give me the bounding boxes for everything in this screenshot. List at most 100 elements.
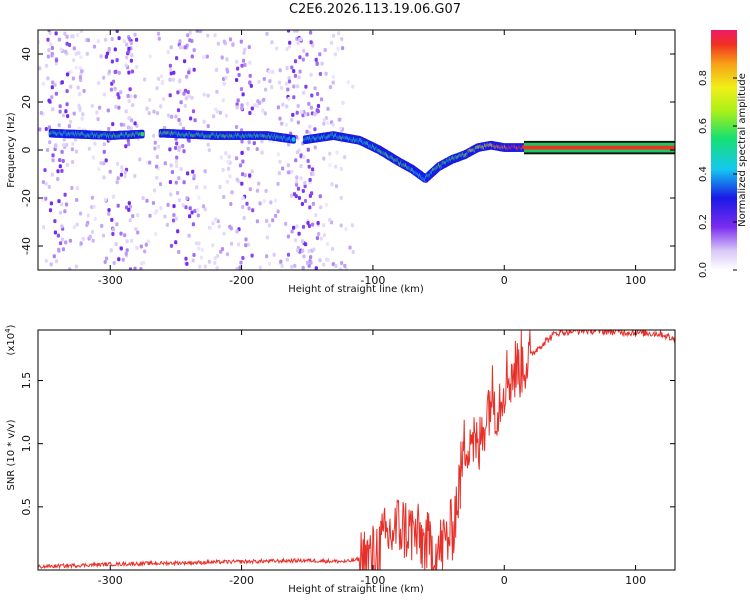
- noise-speckle: [174, 159, 178, 164]
- noise-speckle: [341, 100, 345, 105]
- noise-speckle: [280, 264, 284, 268]
- noise-speckle: [326, 106, 330, 111]
- noise-speckle: [174, 180, 178, 185]
- noise-speckle: [196, 207, 200, 212]
- noise-speckle: [288, 40, 292, 45]
- noise-speckle: [235, 229, 239, 234]
- noise-speckle: [340, 37, 344, 42]
- noise-speckle: [168, 67, 173, 72]
- noise-speckle: [301, 113, 305, 118]
- noise-speckle: [240, 151, 244, 155]
- noise-speckle: [102, 149, 106, 154]
- noise-speckle: [102, 233, 106, 238]
- noise-speckle: [290, 193, 294, 198]
- noise-speckle: [79, 241, 83, 246]
- noise-speckle: [203, 169, 207, 174]
- noise-speckle: [105, 51, 109, 56]
- noise-speckle: [178, 45, 183, 50]
- noise-speckle: [75, 198, 79, 202]
- noise-speckle: [237, 73, 241, 77]
- noise-speckle: [203, 264, 207, 269]
- noise-speckle: [326, 121, 330, 125]
- noise-speckle: [46, 148, 50, 152]
- noise-speckle: [246, 242, 250, 247]
- noise-speckle: [316, 104, 321, 108]
- noise-speckle: [113, 70, 117, 74]
- noise-speckle: [123, 233, 127, 238]
- noise-speckle: [107, 211, 111, 216]
- noise-speckle: [41, 180, 45, 185]
- noise-speckle: [133, 32, 137, 37]
- noise-speckle: [214, 67, 219, 72]
- noise-speckle: [351, 250, 355, 254]
- noise-speckle: [227, 166, 231, 171]
- noise-speckle: [267, 69, 271, 74]
- noise-speckle: [60, 202, 64, 207]
- noise-speckle: [183, 59, 187, 64]
- noise-speckle: [200, 247, 204, 252]
- noise-speckle: [52, 254, 56, 259]
- noise-speckle: [60, 224, 64, 229]
- noise-speckle: [168, 147, 172, 152]
- noise-speckle: [318, 72, 322, 76]
- noise-speckle: [148, 160, 152, 165]
- noise-speckle: [328, 85, 333, 90]
- noise-speckle: [156, 31, 161, 36]
- noise-speckle: [174, 240, 178, 245]
- noise-speckle: [292, 69, 296, 74]
- noise-speckle: [277, 80, 282, 85]
- noise-speckle: [186, 90, 190, 95]
- noise-speckle: [230, 190, 234, 195]
- snr-x-ticks: -300 -200 -100 0 100: [98, 330, 646, 587]
- tail-core: [524, 145, 675, 150]
- noise-speckle: [133, 174, 137, 178]
- noise-speckle: [194, 241, 198, 246]
- noise-speckle: [263, 111, 267, 116]
- noise-speckle: [301, 224, 306, 229]
- noise-speckle: [348, 245, 352, 250]
- noise-speckle: [181, 203, 185, 208]
- noise-speckle: [116, 176, 120, 181]
- noise-speckle: [229, 202, 233, 206]
- noise-speckle: [64, 109, 68, 114]
- x-tick-label: -200: [229, 274, 254, 287]
- noise-speckle: [298, 55, 302, 60]
- noise-speckle: [287, 79, 292, 84]
- noise-speckle: [332, 33, 336, 38]
- noise-speckle: [193, 118, 197, 123]
- x-tick-label: -300: [98, 274, 123, 287]
- noise-speckle: [123, 170, 127, 175]
- noise-speckle: [67, 43, 72, 47]
- noise-speckle: [128, 218, 132, 223]
- noise-speckle: [177, 198, 182, 203]
- noise-speckle: [139, 267, 143, 270]
- noise-speckle: [296, 186, 301, 191]
- noise-speckle: [110, 37, 114, 42]
- noise-speckle: [117, 105, 121, 110]
- noise-speckle: [188, 214, 192, 219]
- signal-core: [140, 132, 144, 137]
- noise-speckle: [121, 257, 125, 262]
- noise-speckle: [151, 201, 156, 205]
- noise-speckle: [313, 127, 317, 132]
- noise-speckle: [278, 116, 282, 121]
- noise-speckle: [166, 50, 170, 55]
- noise-speckle: [219, 155, 223, 160]
- noise-speckle: [104, 37, 108, 42]
- noise-speckle: [45, 63, 49, 68]
- noise-speckle: [293, 30, 297, 33]
- noise-speckle: [318, 52, 322, 57]
- noise-speckle: [155, 154, 159, 159]
- noise-speckle: [265, 219, 269, 223]
- noise-speckle: [63, 209, 67, 214]
- noise-speckle: [53, 82, 57, 87]
- noise-speckle: [240, 128, 244, 133]
- noise-speckle: [152, 109, 156, 114]
- noise-speckle: [127, 36, 131, 41]
- noise-speckle: [46, 76, 50, 81]
- noise-speckle: [319, 236, 323, 241]
- noise-speckle: [280, 86, 284, 91]
- snr-y-ticks: 0.5 1.0 1.5: [20, 372, 675, 516]
- noise-speckle: [322, 223, 326, 228]
- noise-speckle: [85, 223, 89, 227]
